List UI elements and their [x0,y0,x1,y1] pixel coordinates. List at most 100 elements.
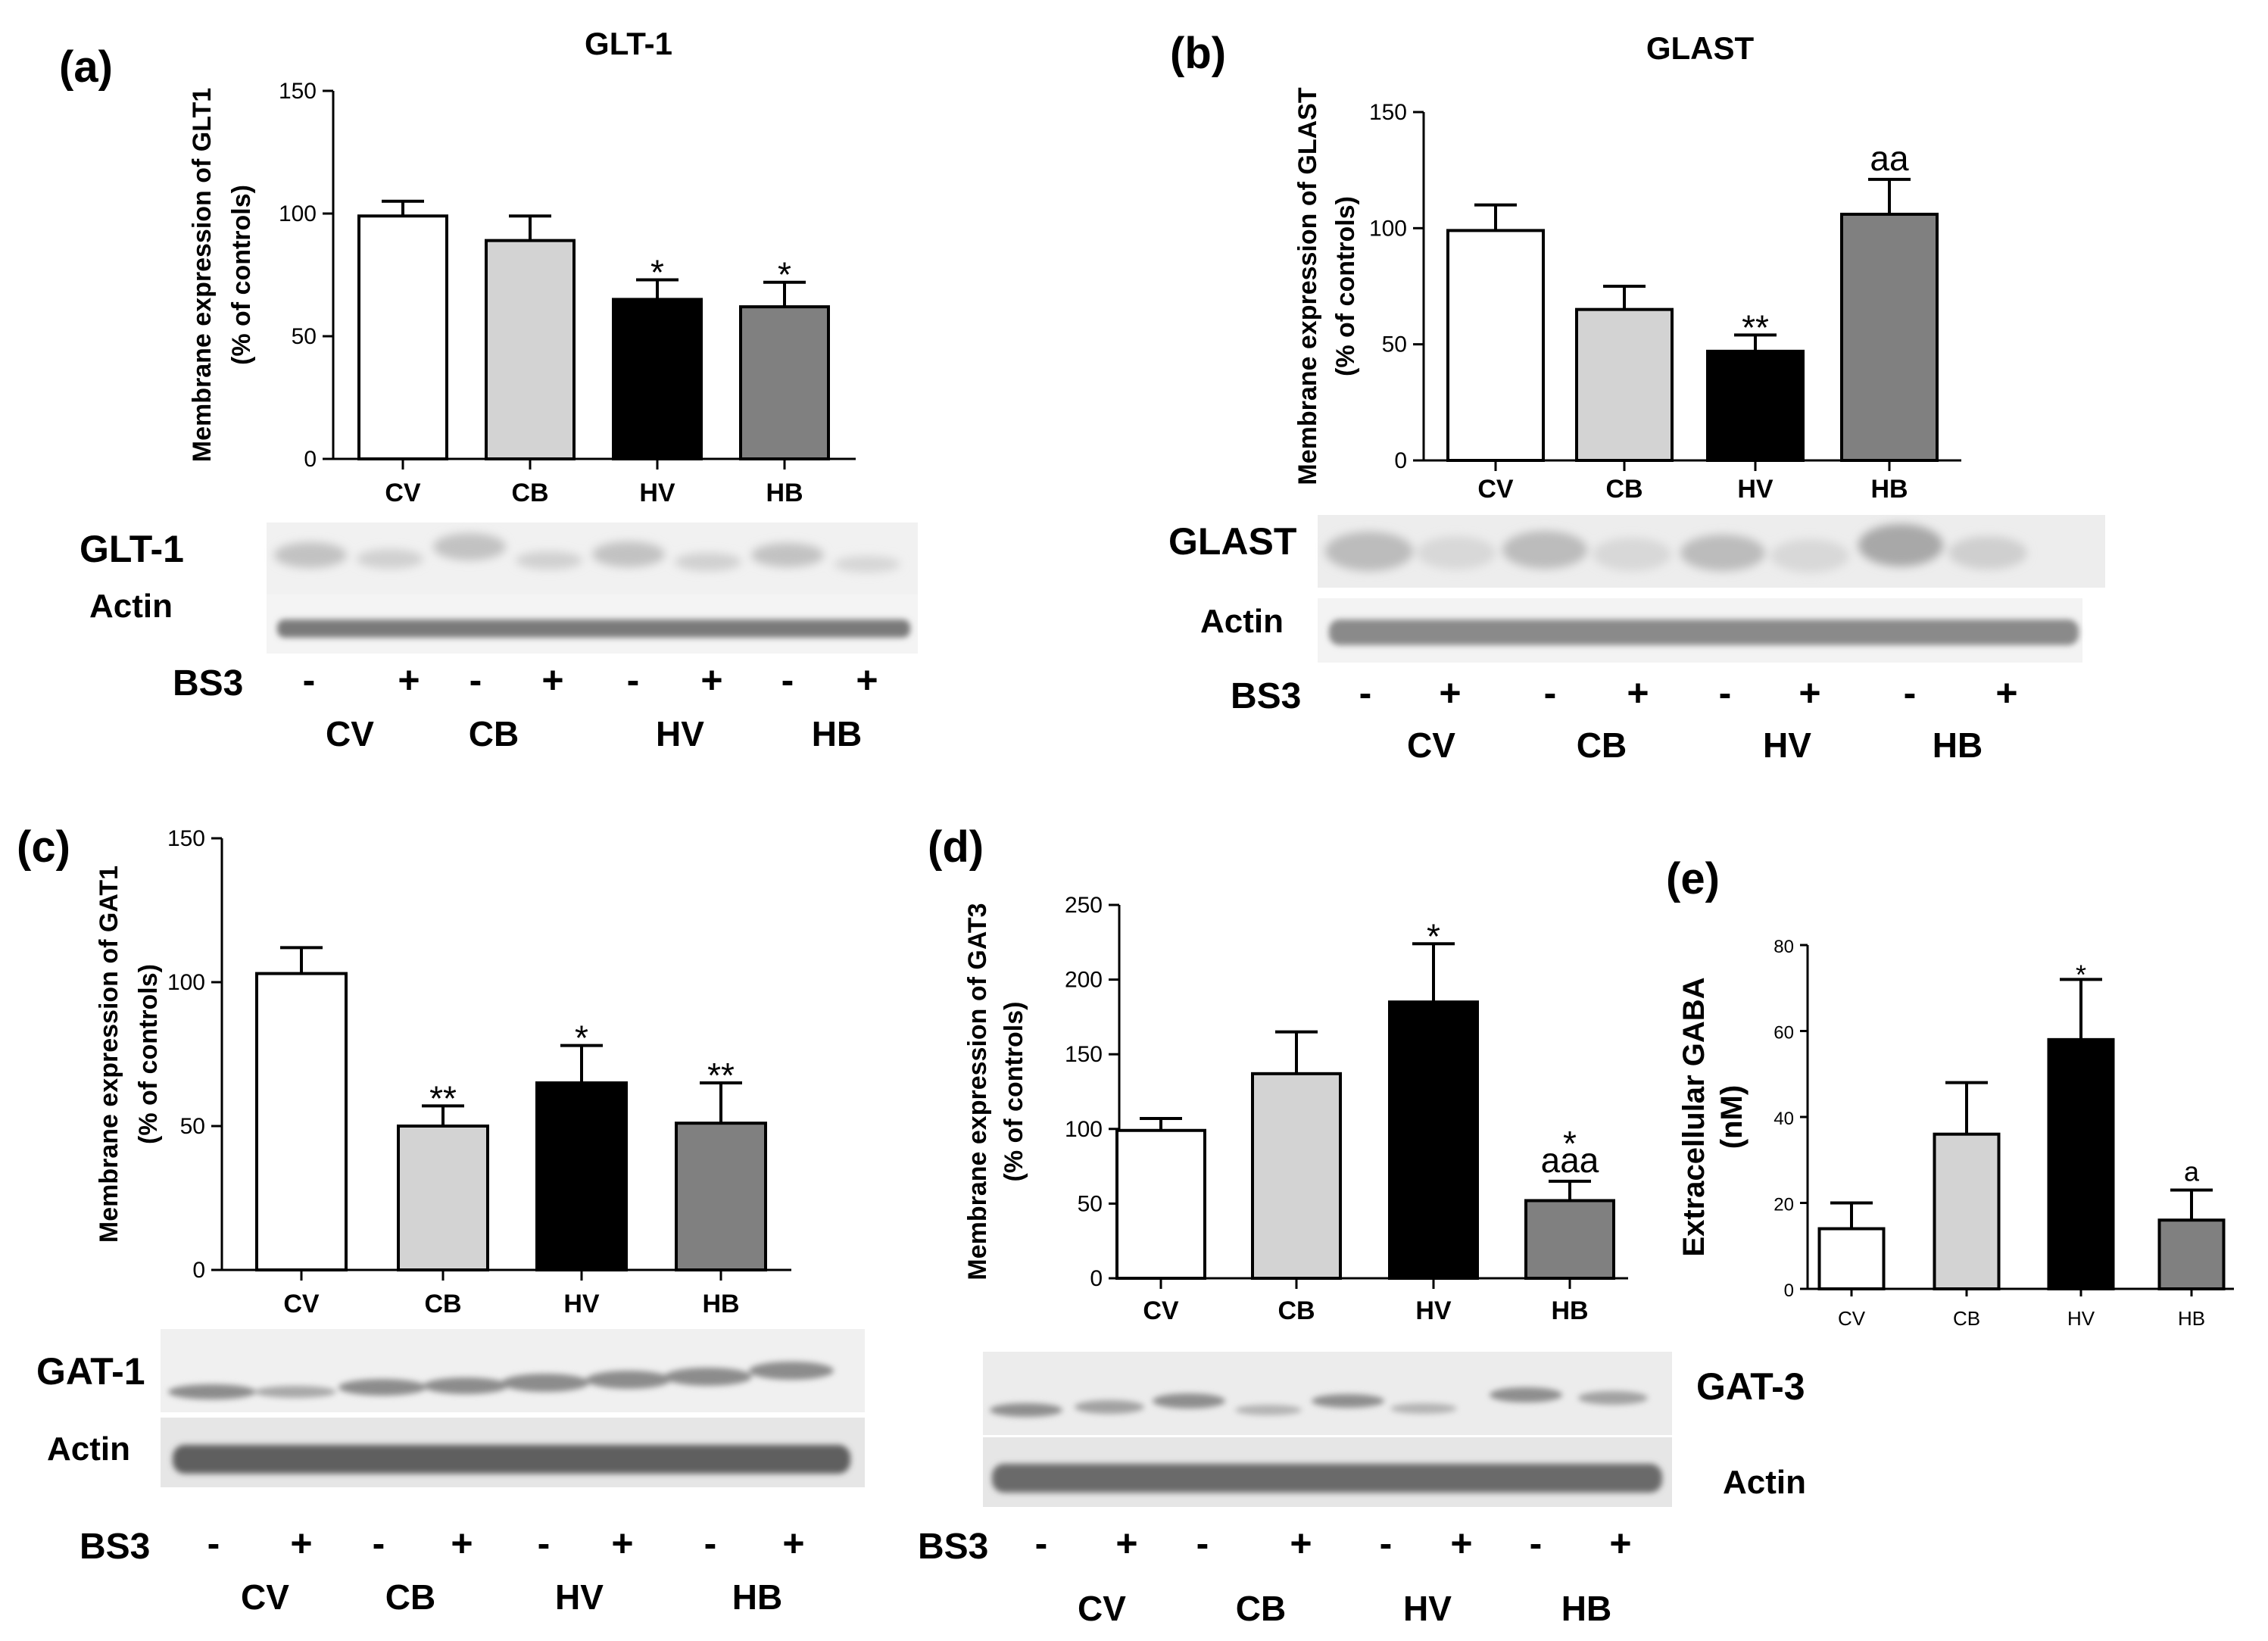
chart-b-y-tick-label-100: 100 [1369,216,1407,241]
chart-d-x-tick-label-cv: CV [1143,1296,1179,1325]
chart-b-annotation-hv: ** [1742,307,1769,347]
chart-b-bar-cb [1575,307,1674,462]
chart-d-ylabel-line2: (% of controls) [1000,1002,1028,1182]
chart-d-y-tick-label-0: 0 [1090,1266,1103,1291]
blot-a-groups: CV CB HV HB [326,714,862,753]
chart-b-y-tick-label-50: 50 [1382,332,1407,357]
blot-a-group-cb: CB [469,714,519,753]
chart-d-y-tick-label-100: 100 [1065,1117,1103,1142]
blot-b-sign-6: + [1798,672,1820,714]
chart-c-bar-hv [535,1081,628,1271]
blot-c-protein-bands [168,1362,834,1399]
chart-b-x-tick-label-cv: CV [1477,475,1514,504]
chart-b-bar-hb [1840,212,1939,462]
chart-c-bar-hb [675,1122,767,1271]
chart-c-y-tick-label-150: 150 [167,826,205,851]
blot-a-sign-7: - [781,659,794,701]
chart-d-y-tick-label-50: 50 [1078,1191,1103,1216]
blot-d-sign-1: - [1035,1522,1048,1565]
panel-letter-a: (a) [59,42,113,92]
chart-b-bar-hv [1706,349,1805,462]
blot-c-actin-band [173,1445,850,1474]
blot-d-signs: - + - + - + - + [1035,1522,1632,1565]
chart-c-x-tick-label-cv: CV [283,1290,320,1318]
blot-c-groups: CV CB HV HB [241,1577,782,1617]
chart-b-bar-cv [1446,229,1545,462]
chart-e: Extracellular GABA (nM) 0 20 40 60 80 CV CB HV * HB… [1677,937,2234,1330]
chart-b-x-tick-label-hb: HB [1870,475,1908,504]
chart-d-x-tick-label-hb: HB [1551,1296,1588,1325]
chart-c-bar-cb [397,1125,489,1271]
panel-letter-e: (e) [1666,854,1720,903]
chart-c-ylabel-line1: Membrane expression of GAT1 [95,866,123,1243]
blot-a-protein-bands [274,533,900,572]
blot-b-sign-3: - [1544,672,1557,714]
blot-d-sign-4: + [1290,1522,1312,1565]
blot-b-signs: - + - + - + - + [1359,672,2018,714]
blot-b-actin-band [1329,619,2079,645]
blot-c-group-hv: HV [555,1577,604,1617]
panel-letter-d: (d) [928,822,984,872]
chart-d: Membrane expression of GAT3 (% of control… [963,893,1628,1325]
blot-d: GAT-3 Actin BS3 - + - + - + - + CV CB HV… [918,1352,1806,1628]
blot-b: GLAST Actin BS3 - + - + - + - + CV CB HV… [1168,515,2105,765]
chart-c-y-tick-label-50: 50 [180,1114,205,1139]
blot-b-sign-8: + [1995,672,2017,714]
chart-d-y-tick-label-150: 150 [1065,1042,1103,1067]
blot-c-sign-2: + [290,1522,312,1565]
chart-d-annotation-hv: * [1427,916,1440,956]
blot-a-sign-2: + [398,659,420,701]
chart-c: Membrane expression of GAT1 (% of control… [95,826,791,1318]
blot-c-group-hb: HB [732,1577,782,1617]
chart-a: GLT-1 Membrane expression of GLT1 (% of co… [188,26,856,507]
chart-e-ylabel-line1: Extracellular GABA [1677,977,1711,1256]
chart-e-y-tick-label-80: 80 [1774,937,1794,957]
chart-a-ylabel-line1: Membrane expression of GLT1 [188,88,217,462]
blot-a-sign-8: + [856,659,878,701]
chart-e-x-tick-label-cv: CV [1838,1307,1866,1330]
blot-d-sign-5: - [1380,1522,1393,1565]
chart-d-y-tick-label-200: 200 [1065,968,1103,993]
blot-a-protein-label: GLT-1 [80,528,184,570]
chart-e-bar-hb [2157,1218,2226,1290]
blot-d-group-hv: HV [1403,1589,1452,1628]
blot-c: GAT-1 Actin BS3 - + - + - + - + CV CB HV… [36,1329,865,1617]
chart-e-bar-cb [1933,1132,2001,1290]
chart-d-y-tick-label-250: 250 [1065,893,1103,918]
chart-e-ylabel-line2: (nM) [1715,1085,1749,1149]
chart-d-ylabel-line1: Membrane expression of GAT3 [963,903,992,1280]
chart-c-x-tick-label-hb: HB [702,1290,739,1318]
blot-d-protein-bands [990,1387,1648,1417]
chart-b-y-tick-label-0: 0 [1394,448,1407,473]
chart-d-bar-hb [1524,1199,1615,1281]
blot-d-protein-strip [983,1352,1672,1435]
blot-c-sign-3: - [373,1522,385,1565]
chart-b-ylabel-line2: (% of controls) [1331,196,1360,376]
chart-e-x-tick-label-hb: HB [2178,1307,2205,1330]
chart-e-y-tick-label-60: 60 [1774,1023,1794,1044]
chart-a-y-tick-label-0: 0 [304,447,317,472]
chart-b-annotation-hb: aa [1870,139,1909,178]
chart-e-bar-cv [1817,1227,1886,1291]
blot-a-actin-label: Actin [89,588,173,625]
chart-a-title: GLT-1 [585,26,672,61]
chart-b-title: GLAST [1646,30,1755,66]
blot-b-groups: CV CB HV HB [1407,725,1983,765]
blot-a-group-cv: CV [326,714,374,753]
blot-b-group-hv: HV [1763,725,1811,765]
chart-d-annotation-hb-1: * [1563,1124,1577,1163]
blot-d-group-cb: CB [1236,1589,1286,1628]
blot-c-sign-1: - [207,1522,220,1565]
blot-a: GLT-1 Actin BS3 - + - + - + - + CV CB HV… [80,523,918,753]
chart-d-bar-cv [1115,1128,1206,1280]
chart-a-annotation-hb: * [778,255,791,295]
blot-a-sign-5: - [627,659,640,701]
blot-b-sign-2: + [1439,672,1461,714]
chart-d-bar-cb [1251,1072,1342,1281]
blot-d-actin-band [992,1464,1662,1493]
chart-c-y-tick-label-100: 100 [167,970,205,995]
chart-b-x-tick-label-hv: HV [1737,475,1774,504]
chart-e-y-tick-label-40: 40 [1774,1109,1794,1129]
chart-b: GLAST Membrane expression of GLAST (% of c… [1293,30,1961,504]
chart-e-y-tick-label-20: 20 [1774,1195,1794,1215]
